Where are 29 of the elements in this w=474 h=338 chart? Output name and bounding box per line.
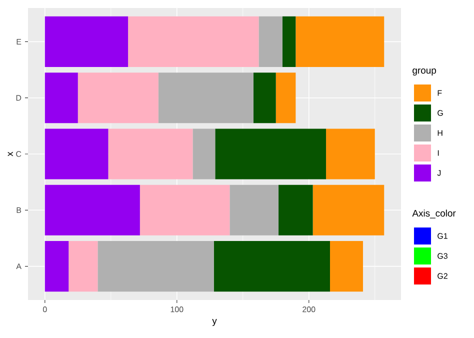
- bar: [276, 72, 296, 124]
- bar: [108, 128, 193, 180]
- bar: [296, 16, 384, 67]
- y-axis-title: x: [8, 152, 13, 156]
- bar: [326, 128, 375, 180]
- bar: [258, 16, 282, 67]
- bar: [192, 128, 216, 180]
- bar: [230, 184, 279, 236]
- bar: [215, 128, 326, 180]
- bar: [44, 241, 69, 292]
- bar: [330, 241, 363, 292]
- bar: [278, 184, 313, 236]
- bar: [44, 72, 78, 124]
- legend-title: group: [412, 68, 436, 76]
- bar: [253, 72, 276, 124]
- x-axis-title: y: [212, 319, 217, 326]
- bar: [128, 16, 259, 67]
- bar: [44, 184, 140, 236]
- bar: [140, 184, 230, 236]
- bar: [312, 184, 384, 236]
- bar: [44, 16, 128, 67]
- bar: [78, 72, 158, 124]
- text: Axis_color: [412, 210, 456, 218]
- bar: [214, 241, 330, 292]
- bar: [282, 16, 296, 67]
- bar: [68, 241, 98, 292]
- bar: [44, 128, 108, 180]
- bar: [158, 72, 254, 124]
- bar: [98, 241, 214, 292]
